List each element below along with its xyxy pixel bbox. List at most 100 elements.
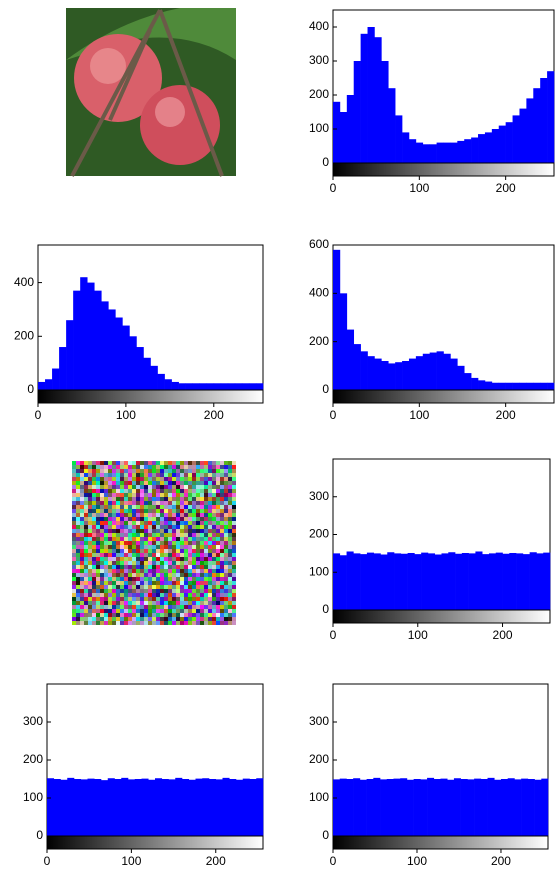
noise-pixel (108, 549, 112, 553)
noise-pixel (96, 541, 100, 545)
noise-pixel (164, 589, 168, 593)
noise-pixel (216, 521, 220, 525)
noise-pixel (136, 489, 140, 493)
noise-pixel (212, 501, 216, 505)
noise-pixel (104, 617, 108, 621)
noise-pixel (192, 493, 196, 497)
noise-pixel (164, 517, 168, 521)
noise-pixel (188, 513, 192, 517)
noise-image (72, 461, 236, 625)
noise-pixel (188, 481, 192, 485)
histogram-bar (249, 779, 257, 836)
noise-pixel (160, 585, 164, 589)
noise-pixel (72, 545, 76, 549)
noise-pixel (112, 609, 116, 613)
noise-pixel (184, 465, 188, 469)
histogram-bar (540, 382, 548, 390)
noise-pixel (120, 501, 124, 505)
noise-pixel (136, 473, 140, 477)
noise-pixel (220, 573, 224, 577)
noise-pixel (140, 477, 144, 481)
noise-pixel (208, 597, 212, 601)
noise-pixel (148, 461, 152, 465)
histogram-bar (457, 140, 465, 163)
noise-pixel (136, 585, 140, 589)
noise-pixel (188, 505, 192, 509)
noise-pixel (116, 517, 120, 521)
noise-pixel (108, 461, 112, 465)
noise-pixel (192, 565, 196, 569)
noise-pixel (220, 465, 224, 469)
noise-pixel (180, 597, 184, 601)
noise-pixel (220, 521, 224, 525)
noise-pixel (76, 565, 80, 569)
noise-pixel (72, 569, 76, 573)
noise-pixel (172, 561, 176, 565)
noise-pixel (144, 597, 148, 601)
noise-pixel (200, 549, 204, 553)
noise-pixel (152, 493, 156, 497)
noise-pixel (124, 617, 128, 621)
noise-pixel (164, 485, 168, 489)
noise-pixel (100, 465, 104, 469)
noise-pixel (72, 473, 76, 477)
noise-pixel (188, 577, 192, 581)
noise-pixel (200, 541, 204, 545)
histogram-bar (533, 382, 541, 390)
noise-pixel (204, 509, 208, 513)
histogram-bar (59, 347, 67, 390)
histogram-bar (115, 317, 123, 390)
noise-pixel (132, 465, 136, 469)
histogram-bar (429, 144, 437, 163)
noise-pixel (196, 517, 200, 521)
histogram-bar (129, 336, 137, 390)
histogram-bar (242, 778, 250, 836)
noise-pixel (224, 537, 228, 541)
noise-pixel (204, 489, 208, 493)
noise-pixel (204, 621, 208, 625)
noise-pixel (72, 481, 76, 485)
histogram-bar (346, 551, 354, 610)
noise-pixel (224, 469, 228, 473)
noise-pixel (96, 469, 100, 473)
noise-pixel (168, 489, 172, 493)
noise-pixel (116, 505, 120, 509)
noise-pixel (216, 605, 220, 609)
histogram-bar (94, 779, 102, 836)
noise-pixel (116, 565, 120, 569)
noise-pixel (176, 553, 180, 557)
noise-pixel (192, 605, 196, 609)
noise-pixel (196, 577, 200, 581)
noise-pixel (168, 569, 172, 573)
noise-pixel (132, 601, 136, 605)
histogram-bar (414, 554, 422, 610)
noise-pixel (96, 493, 100, 497)
noise-pixel (156, 529, 160, 533)
noise-pixel (220, 505, 224, 509)
noise-pixel (108, 581, 112, 585)
histogram-bar (360, 33, 368, 163)
noise-pixel (116, 609, 120, 613)
noise-pixel (108, 497, 112, 501)
noise-pixel (204, 517, 208, 521)
noise-pixel (204, 493, 208, 497)
noise-pixel (164, 541, 168, 545)
histogram-bar (471, 137, 479, 163)
noise-pixel (104, 597, 108, 601)
noise-pixel (184, 605, 188, 609)
noise-pixel (168, 481, 172, 485)
noise-pixel (200, 569, 204, 573)
noise-pixel (96, 537, 100, 541)
noise-pixel (232, 621, 236, 625)
noise-pixel (116, 525, 120, 529)
histogram-bar (136, 347, 144, 390)
noise-pixel (104, 621, 108, 625)
noise-pixel (116, 481, 120, 485)
noise-pixel (204, 477, 208, 481)
y-tick-label: 400 (309, 19, 329, 33)
noise-pixel (88, 621, 92, 625)
noise-pixel (144, 589, 148, 593)
noise-pixel (152, 517, 156, 521)
noise-pixel (180, 521, 184, 525)
noise-pixel (108, 481, 112, 485)
